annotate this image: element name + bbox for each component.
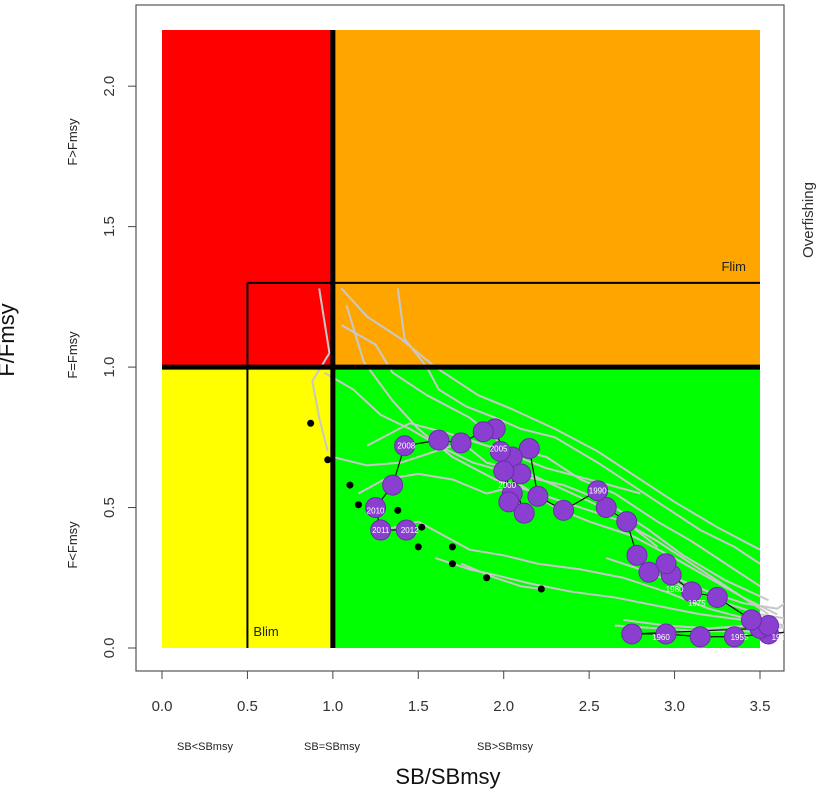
trajectory-point-29 <box>473 422 493 442</box>
projection-endpoint-2 <box>346 482 353 489</box>
trajectory-year-label-5: 2005 <box>490 445 508 454</box>
trajectory-point-13 <box>639 562 659 582</box>
trajectory-point-9 <box>707 587 727 607</box>
y-tick-label-3: 1.5 <box>101 216 118 237</box>
trajectory-year-label-11: 1950 <box>772 633 790 642</box>
trajectory-point-18 <box>554 500 574 520</box>
x-tick-label-6: 3.0 <box>664 698 685 715</box>
trajectory-point-3 <box>690 627 710 647</box>
y-axis-title: F/Fmsy <box>0 303 19 376</box>
trajectory-year-label-7: 1980 <box>666 585 684 594</box>
trajectory-point-0 <box>784 621 804 641</box>
x-tick-label-5: 2.5 <box>579 698 600 715</box>
trajectory-point-15 <box>617 512 637 532</box>
y-tick-label-2: 1.0 <box>101 357 118 378</box>
x-axis: 0.0 0.5 1.0 1.5 2.0 2.5 3.0 3.5 <box>152 671 771 715</box>
y-zone-label-below: F<Fmsy <box>65 521 80 569</box>
trajectory-point-33 <box>383 475 403 495</box>
trajectory-point-30 <box>451 433 471 453</box>
x-zone-label-at: SB=SBmsy <box>304 741 360 753</box>
y-tick-label-0: 0.0 <box>101 638 118 659</box>
projection-endpoint-5 <box>418 524 425 531</box>
x-zone-label-above: SB>SBmsy <box>477 741 533 753</box>
y-tick-label-1: 0.5 <box>101 497 118 518</box>
projection-endpoint-1 <box>324 456 331 463</box>
projection-endpoint-6 <box>415 543 422 550</box>
trajectory-point-8 <box>741 610 761 630</box>
x-tick-label-2: 1.0 <box>322 698 343 715</box>
projection-endpoint-8 <box>449 560 456 567</box>
x-tick-label-0: 0.0 <box>152 698 173 715</box>
trajectory-point-19 <box>528 486 548 506</box>
trajectory-point-24 <box>494 461 514 481</box>
y-zone-label-above: F>Fmsy <box>65 118 80 166</box>
projection-endpoint-0 <box>307 420 314 427</box>
x-tick-label-7: 3.5 <box>750 698 771 715</box>
x-tick-label-3: 1.5 <box>408 698 429 715</box>
y-axis: 0.0 0.5 1.0 1.5 2.0 <box>101 76 136 659</box>
projection-endpoint-9 <box>483 574 490 581</box>
blim-label: Blim <box>253 624 278 639</box>
trajectory-year-label-3: 2012 <box>401 526 419 535</box>
zone-overfishing <box>333 30 760 367</box>
projection-endpoint-3 <box>355 501 362 508</box>
trajectory-point-27 <box>514 503 534 523</box>
y-zone-label-at: F=Fmsy <box>65 331 80 379</box>
trajectory-point-31 <box>429 430 449 450</box>
projection-endpoint-10 <box>538 586 545 593</box>
x-axis-title: SB/SBmsy <box>395 764 500 789</box>
x-tick-label-4: 2.0 <box>493 698 514 715</box>
trajectory-year-label-6: 1990 <box>589 487 607 496</box>
projection-endpoint-4 <box>394 507 401 514</box>
x-tick-label-1: 0.5 <box>237 698 258 715</box>
trajectory-year-label-4: 2000 <box>498 481 516 490</box>
x-zone-label-below: SB<SBmsy <box>177 741 233 753</box>
trajectory-year-label-1: 2010 <box>367 506 385 515</box>
trajectory-year-label-10: 1955 <box>731 633 749 642</box>
right-margin-label: Overfishing <box>800 182 817 258</box>
trajectory-year-label-8: 1975 <box>688 599 706 608</box>
trajectory-point-14 <box>627 545 647 565</box>
trajectory-point-5 <box>622 624 642 644</box>
trajectory-year-label-9: 1960 <box>652 633 670 642</box>
trajectory-year-label-2: 2011 <box>372 526 390 535</box>
flim-label: Flim <box>721 259 746 274</box>
trajectory-year-label-0: 2008 <box>397 442 415 451</box>
y-tick-label-4: 2.0 <box>101 76 118 97</box>
projection-endpoint-7 <box>449 543 456 550</box>
